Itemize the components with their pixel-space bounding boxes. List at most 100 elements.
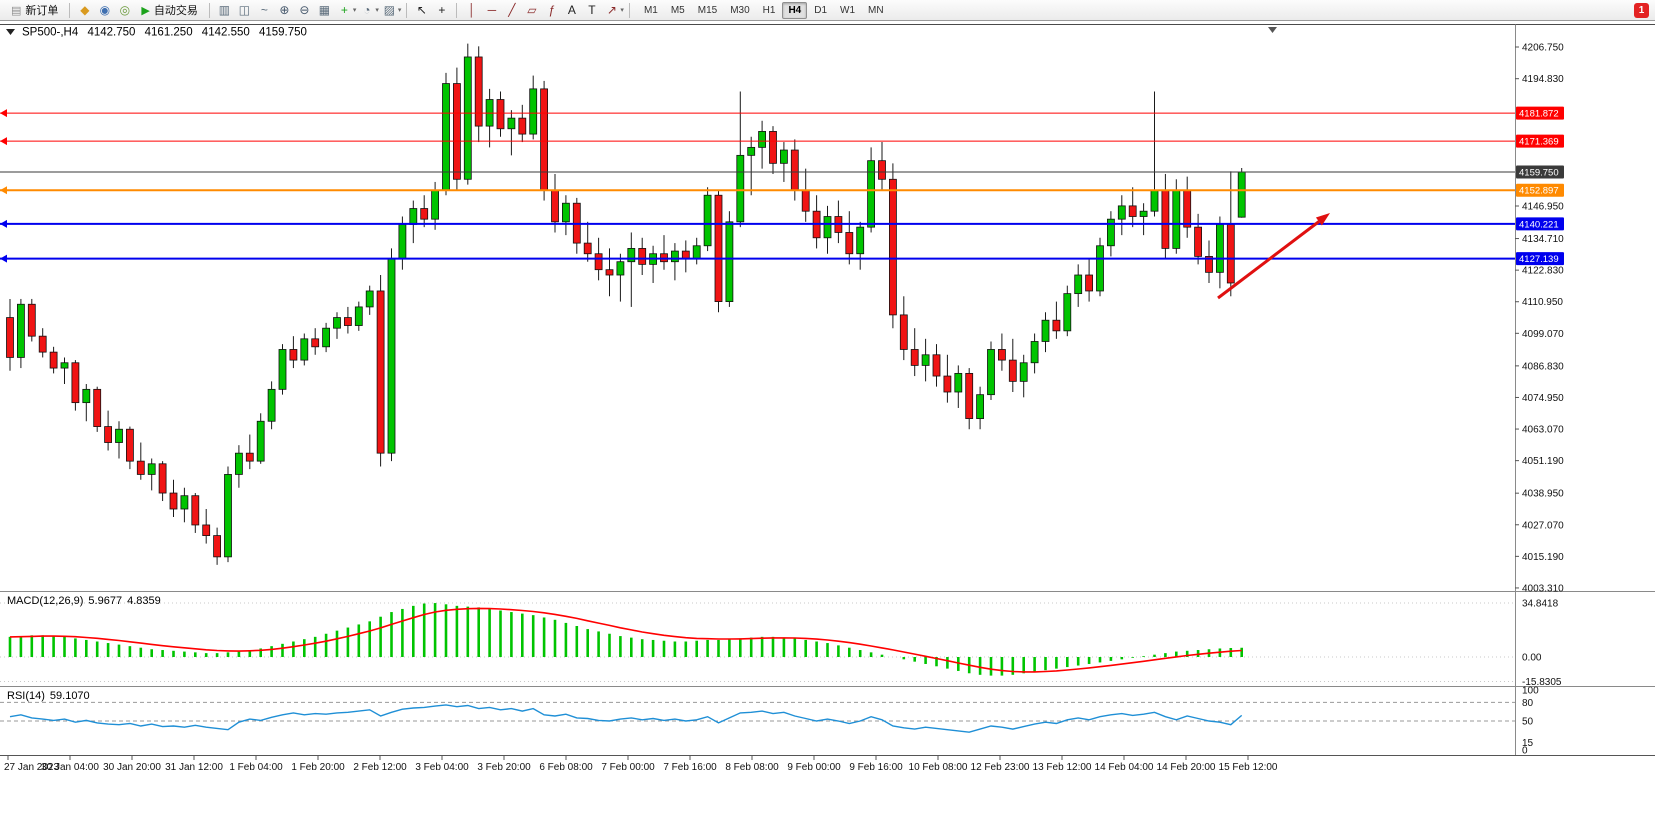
candle-bullish <box>365 290 374 308</box>
arrows-icon-dropdown-caret[interactable]: ▾ <box>620 7 624 14</box>
candle-bearish <box>191 495 200 526</box>
one-click-trading-toggle-icon[interactable] <box>6 29 15 35</box>
bar-chart-icon[interactable]: ▥ <box>218 3 231 17</box>
market-watch-icon[interactable]: ◉ <box>99 3 111 17</box>
mql5-community-icon[interactable]: ◎ <box>119 3 131 17</box>
timeframe-button-h4[interactable]: H4 <box>782 1 808 19</box>
timeframe-button-h1[interactable]: H1 <box>762 4 776 16</box>
trend-arrow-line[interactable] <box>1217 220 1320 300</box>
macd-axis-label: -15.8305 <box>1522 677 1562 688</box>
line-chart-icon[interactable]: ~ <box>260 3 268 17</box>
time-axis-label: 7 Feb 16:00 <box>663 762 717 773</box>
candle-bearish <box>376 290 385 454</box>
channel-icon[interactable]: ▱ <box>527 3 537 17</box>
candle-bullish <box>921 354 930 366</box>
price-tag-label: 4159.750 <box>1519 167 1559 178</box>
candle-bearish <box>1161 189 1170 249</box>
periods-icon-dropdown-caret[interactable]: ▾ <box>375 7 379 14</box>
price-tag-label: 4127.139 <box>1519 254 1559 265</box>
candle-bearish <box>889 178 897 316</box>
vertical-line-icon[interactable]: │ <box>468 3 476 17</box>
rsi-axis-label: 0 <box>1522 746 1528 757</box>
candle-bullish <box>627 248 636 263</box>
autotrading-button[interactable]: ▶ 自动交易 <box>135 1 203 19</box>
text-icon[interactable]: A <box>567 3 576 17</box>
trend-arrow-head-icon[interactable] <box>1315 213 1330 226</box>
rsi-panel-label: RSI(14) 59.1070 <box>7 690 90 702</box>
toolbar: ▤ 新订单 ◆ ◉ ◎ ▶ 自动交易 ▥ ◫ ~ ⊕ ⊖ ▦ + ▾ ◔ ▾ ▨ ▾ ↖ + │ ─ ╱ ▱ ƒ A T ↗ ▾ M1 M5… <box>0 0 1655 21</box>
level-price-tag[interactable] <box>1516 106 1564 120</box>
periods-icon[interactable]: ◔ <box>363 3 371 17</box>
indicators-icon-dropdown-caret[interactable]: ▾ <box>352 7 357 14</box>
price-tags[interactable]: 4181.872 4171.369 4159.750 4152.897 4140.221… <box>1516 106 1564 266</box>
candle-bullish <box>736 154 745 223</box>
level-price-tag[interactable] <box>1516 252 1564 266</box>
price-tag-label: 4140.221 <box>1519 219 1559 230</box>
indicators-icon[interactable]: + <box>340 3 348 17</box>
templates-icon[interactable]: ▨ <box>383 3 396 17</box>
candle-bullish <box>409 208 418 225</box>
timeframe-button-mn[interactable]: MN <box>868 4 884 16</box>
tile-windows-icon[interactable]: ▦ <box>318 3 331 17</box>
time-axis-label: 27 Jan 2023 <box>4 762 59 773</box>
label-icon[interactable]: T <box>588 3 596 17</box>
trendline-icon[interactable]: ╱ <box>508 3 516 17</box>
new-order-button[interactable]: ▤ 新订单 <box>5 1 64 19</box>
price-axis-label: 4074.950 <box>1522 393 1564 404</box>
trend-arrow-annotation[interactable] <box>1217 213 1330 300</box>
zoom-in-icon[interactable]: ⊕ <box>279 3 290 17</box>
toolbar-items: ▤ 新订单 ◆ ◉ ◎ ▶ 自动交易 ▥ ◫ ~ ⊕ ⊖ ▦ + ▾ ◔ ▾ ▨ ▾ ↖ + │ ─ ╱ ▱ ƒ A T ↗ ▾ <box>5 1 634 19</box>
horizontal-level-lines[interactable] <box>0 109 1515 263</box>
level-left-marker-icon <box>0 186 7 195</box>
crosshair-icon[interactable]: + <box>438 3 446 17</box>
candle-bullish <box>180 495 189 510</box>
chart-shift-marker-icon[interactable] <box>1268 27 1277 33</box>
fibonacci-icon[interactable]: ƒ <box>548 3 556 17</box>
candle-bullish <box>780 149 788 164</box>
rsi-axis-label: 15 <box>1522 738 1534 749</box>
time-axis-label: 9 Feb 00:00 <box>787 762 841 773</box>
candle-bearish <box>605 269 614 276</box>
price-tag-label: 4181.872 <box>1519 109 1559 120</box>
current-price-tag[interactable] <box>1516 165 1564 179</box>
notification-badge[interactable]: 1 <box>1634 3 1649 18</box>
timeframe-button-d1[interactable]: D1 <box>814 4 828 16</box>
candle-bearish <box>289 349 298 361</box>
time-axis-label: 12 Feb 23:00 <box>971 762 1030 773</box>
candle-bearish <box>845 232 854 255</box>
candle-bullish <box>725 221 734 302</box>
timeframe-button-m1[interactable]: M1 <box>643 4 658 16</box>
templates-icon-dropdown-caret[interactable]: ▾ <box>397 7 402 14</box>
time-axis-label: 14 Feb 04:00 <box>1095 762 1154 773</box>
toolbar-separator <box>69 2 71 18</box>
horizontal-line-icon[interactable]: ─ <box>487 3 497 17</box>
chart-plot-background[interactable] <box>0 22 1655 824</box>
candle-bearish <box>343 317 352 326</box>
price-axis-label: 4194.830 <box>1522 74 1564 85</box>
candle-bearish <box>790 149 799 191</box>
candle-bearish <box>932 354 941 377</box>
autotrading-icon: ▶ <box>141 4 150 17</box>
candle-bearish <box>202 524 211 536</box>
candle-bullish <box>1139 210 1148 217</box>
timeframe-button-m15[interactable]: M15 <box>697 4 718 16</box>
level-price-tag[interactable] <box>1516 217 1564 231</box>
candle-bearish <box>1052 319 1061 332</box>
timeframe-button-m30[interactable]: M30 <box>730 4 750 16</box>
arrows-icon[interactable]: ↗ <box>606 3 617 17</box>
level-price-tag[interactable] <box>1516 134 1564 148</box>
level-price-tag[interactable] <box>1516 183 1564 197</box>
time-axis-label: 3 Feb 20:00 <box>477 762 531 773</box>
timeframe-button-w1[interactable]: W1 <box>840 4 856 16</box>
candlestick-chart-icon[interactable]: ◫ <box>238 3 251 17</box>
zoom-out-icon[interactable]: ⊖ <box>299 3 310 17</box>
autotrading-button-label: 自动交易 <box>153 5 198 17</box>
level-left-marker-icon <box>0 109 7 118</box>
timeframe-button-m5[interactable]: M5 <box>670 4 685 16</box>
charts-window-icon[interactable]: ◆ <box>80 3 90 17</box>
cursor-icon[interactable]: ↖ <box>416 3 427 17</box>
candle-bearish <box>583 242 592 255</box>
candle-bearish <box>420 208 429 220</box>
level-left-marker-icon <box>0 137 7 146</box>
